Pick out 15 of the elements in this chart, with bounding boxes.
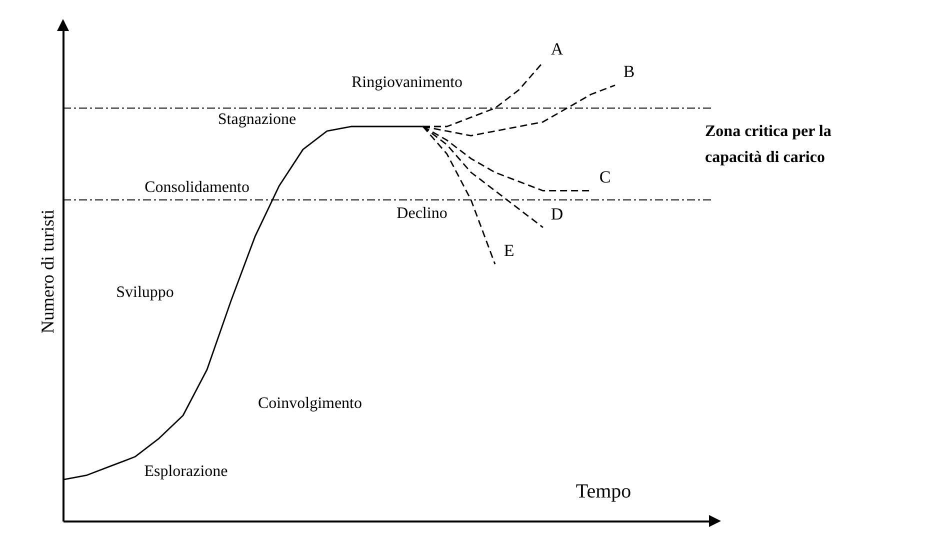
annotation: Ringiovanimento xyxy=(351,74,463,91)
annotation: Consolidamento xyxy=(144,179,250,196)
annotation: Zona critica per la capacità di carico xyxy=(705,123,832,166)
series-label: A xyxy=(550,39,564,58)
annotation: Declino xyxy=(396,205,448,222)
series-label: B xyxy=(623,62,635,82)
annotation: Stagnazione xyxy=(218,111,296,128)
annotation: Coinvolgimento xyxy=(258,395,362,412)
x-axis-title: Tempo xyxy=(576,480,632,502)
annotation: Sviluppo xyxy=(116,284,174,301)
series-label: C xyxy=(599,168,611,187)
annotation: Esplorazione xyxy=(144,463,228,480)
series-label: D xyxy=(550,204,564,224)
series-label: E xyxy=(504,241,514,260)
y-axis-title: Numero di turisti xyxy=(38,210,58,334)
